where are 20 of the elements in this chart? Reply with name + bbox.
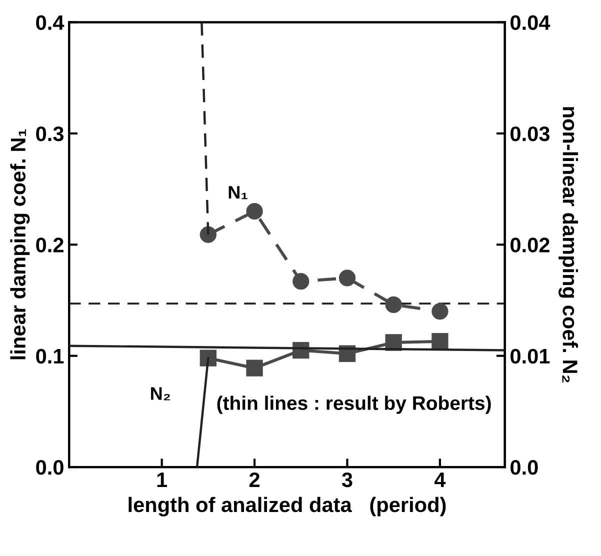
- y2-axis-title: non-linear damping coef. N₂: [558, 107, 578, 382]
- y2-tick-label: 0.03: [510, 126, 550, 142]
- y-tick-label: 0.2: [36, 238, 64, 252]
- y2-tick-label: 0.04: [510, 15, 550, 30]
- x-axis-title: length of analized data (period): [128, 496, 446, 516]
- y2-tick-label: 0.02: [510, 238, 550, 252]
- y-tick-label: 0.4: [36, 15, 64, 30]
- annotation: (thin lines : result by Roberts): [217, 396, 491, 414]
- y-tick-label: 0.0: [36, 460, 64, 475]
- y-axis-title: linear damping coef. N₁: [10, 129, 30, 360]
- series-label: N₁: [228, 186, 248, 200]
- y2-tick-label: 0.01: [510, 348, 550, 364]
- x-tick-label: 2: [249, 472, 260, 487]
- y-tick-label: 0.1: [36, 348, 64, 364]
- x-tick-label: 1: [157, 472, 168, 487]
- text: N₂: [151, 387, 170, 400]
- y-tick-label: 0.3: [36, 126, 64, 142]
- x-tick-label: 4: [434, 472, 446, 487]
- y2-tick-label: 0.0: [510, 460, 538, 475]
- x-tick-label: 3: [342, 472, 352, 488]
